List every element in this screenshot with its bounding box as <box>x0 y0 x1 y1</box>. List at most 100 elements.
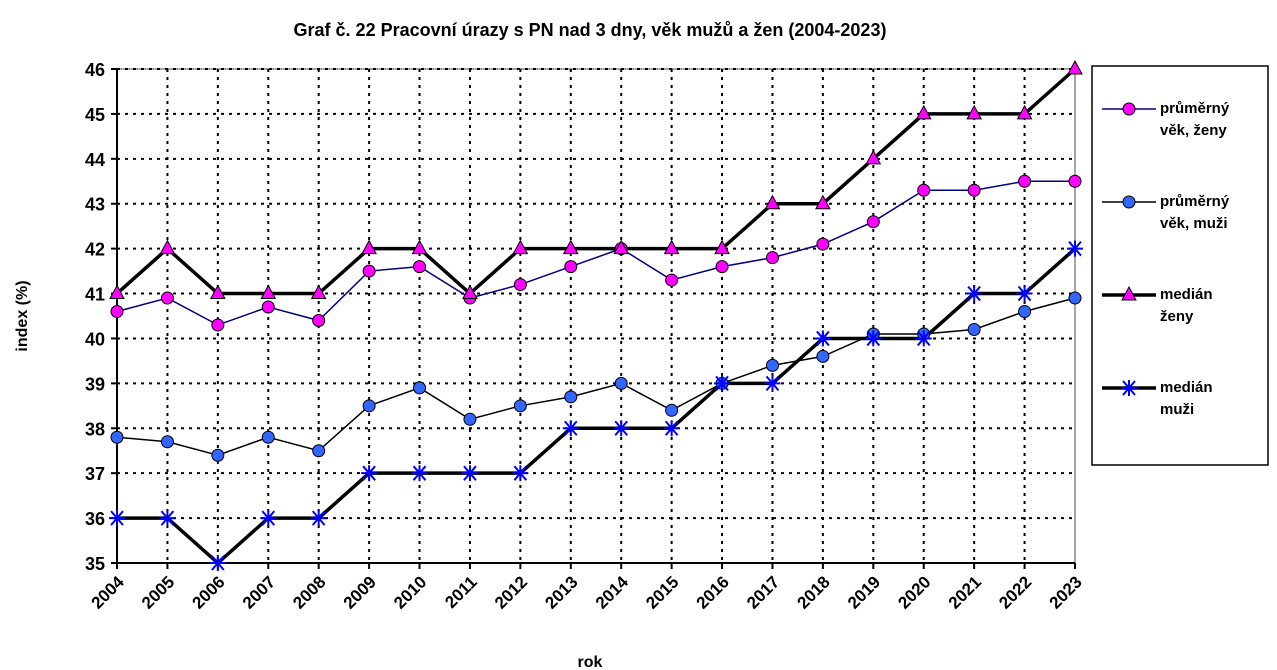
marker <box>362 399 376 413</box>
marker <box>513 399 527 413</box>
y-tick-label: 38 <box>85 419 105 439</box>
marker <box>915 104 932 120</box>
marker <box>361 239 377 255</box>
marker <box>210 284 226 300</box>
marker <box>614 376 628 390</box>
x-tick-label: 2009 <box>340 572 380 612</box>
marker <box>310 510 327 527</box>
marker <box>1016 104 1033 120</box>
legend-box <box>1091 65 1269 466</box>
marker <box>1122 195 1136 209</box>
marker <box>209 555 226 571</box>
marker <box>1018 305 1032 319</box>
marker <box>865 330 882 347</box>
marker <box>1067 59 1083 75</box>
y-tick-label: 42 <box>85 240 105 260</box>
marker <box>1122 102 1136 116</box>
marker <box>462 284 478 300</box>
y-tick-label: 39 <box>85 374 105 394</box>
x-tick-label: 2018 <box>794 572 834 612</box>
marker <box>310 284 327 300</box>
x-tick-label: 2022 <box>995 572 1035 612</box>
x-tick-label: 2008 <box>289 572 329 612</box>
y-tick-label: 46 <box>85 60 105 80</box>
chart-title: Graf č. 22 Pracovní úrazy s PN nad 3 dny… <box>294 20 887 40</box>
y-tick-label: 37 <box>85 464 105 484</box>
marker <box>1121 380 1137 396</box>
marker <box>564 390 578 404</box>
marker <box>1121 285 1137 301</box>
x-tick-label: 2012 <box>491 572 531 612</box>
x-tick-label: 2005 <box>138 572 178 612</box>
legend-label: průměrný věk, ženy <box>1160 100 1230 139</box>
x-tick-label: 2015 <box>642 572 682 612</box>
marker <box>362 264 376 278</box>
x-axis-label: rok <box>578 654 603 670</box>
marker <box>160 291 174 305</box>
x-tick-label: 2014 <box>592 572 633 613</box>
marker <box>865 149 882 165</box>
marker <box>765 251 779 265</box>
x-tick-label: 2011 <box>441 572 481 612</box>
legend-label: průměrný věk, muži <box>1160 193 1230 232</box>
x-tick-label: 2017 <box>743 572 783 612</box>
x-tick-label: 2013 <box>541 572 581 612</box>
x-tick-label: 2019 <box>844 572 884 612</box>
x-tick-label: 2016 <box>693 572 733 612</box>
marker <box>765 358 779 372</box>
marker <box>715 260 729 274</box>
x-tick-label: 2010 <box>390 572 430 612</box>
marker <box>312 444 326 458</box>
marker <box>159 239 176 255</box>
marker <box>967 183 981 197</box>
marker <box>1068 174 1082 188</box>
y-tick-label: 35 <box>85 554 105 574</box>
marker <box>816 349 830 363</box>
marker <box>260 284 277 300</box>
marker <box>461 465 478 482</box>
x-tick-label: 2004 <box>88 572 129 613</box>
marker <box>714 375 731 392</box>
marker <box>613 420 630 437</box>
marker <box>411 239 428 255</box>
legend-label: medián ženy <box>1160 286 1213 325</box>
marker <box>966 285 983 302</box>
marker <box>159 510 176 527</box>
y-tick-label: 44 <box>85 150 105 170</box>
marker <box>966 104 982 120</box>
marker <box>562 239 579 255</box>
series-line <box>115 67 1077 296</box>
marker <box>312 313 326 327</box>
marker <box>413 260 427 274</box>
x-tick-label: 2023 <box>1046 572 1086 612</box>
marker <box>915 330 932 347</box>
y-tick-label: 41 <box>85 285 105 305</box>
marker <box>109 284 125 300</box>
marker <box>211 318 225 332</box>
marker <box>160 435 174 449</box>
marker <box>411 465 428 482</box>
x-tick-label: 2007 <box>239 572 279 612</box>
marker <box>361 465 378 482</box>
marker <box>413 381 427 395</box>
marker <box>1068 291 1082 305</box>
marker <box>967 322 981 336</box>
marker <box>513 278 527 292</box>
series-line <box>117 247 1077 566</box>
marker <box>1018 174 1032 188</box>
marker <box>211 448 225 462</box>
x-tick-label: 2006 <box>188 572 228 612</box>
marker <box>714 239 730 255</box>
series-line <box>116 180 1075 326</box>
y-tick-label: 40 <box>85 329 105 349</box>
marker <box>866 215 880 229</box>
marker <box>512 465 529 482</box>
marker <box>1016 285 1033 302</box>
marker <box>1067 240 1083 257</box>
x-tick-label: 2020 <box>894 572 934 612</box>
marker <box>562 420 579 437</box>
x-tick-label: 2021 <box>945 572 985 612</box>
plot-area <box>116 68 1076 564</box>
